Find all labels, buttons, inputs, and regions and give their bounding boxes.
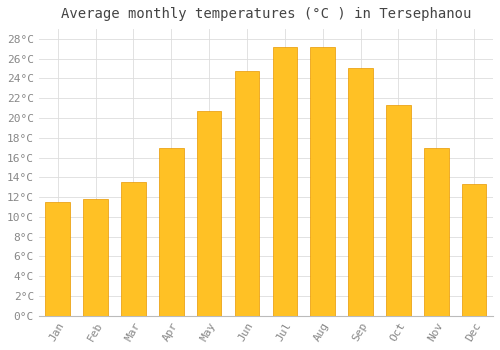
Bar xyxy=(310,47,335,316)
Bar xyxy=(386,105,410,316)
Bar xyxy=(424,148,448,316)
Bar xyxy=(159,148,184,316)
Bar xyxy=(197,111,222,316)
Bar xyxy=(46,202,70,316)
Bar xyxy=(272,47,297,316)
Title: Average monthly temperatures (°C ) in Tersephanou: Average monthly temperatures (°C ) in Te… xyxy=(60,7,471,21)
Bar xyxy=(348,68,373,316)
Bar xyxy=(234,71,260,316)
Bar xyxy=(121,182,146,316)
Bar xyxy=(462,184,486,316)
Bar xyxy=(84,199,108,316)
